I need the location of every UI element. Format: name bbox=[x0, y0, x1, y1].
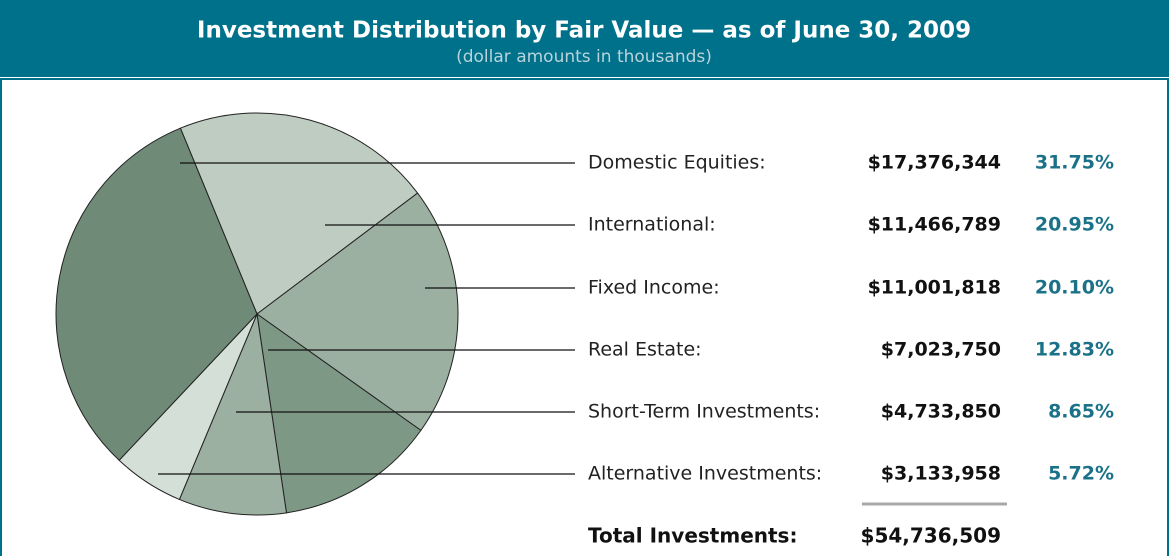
total-amount: $54,736,509 bbox=[861, 524, 1001, 548]
legend-label: Fixed Income: bbox=[588, 277, 720, 299]
pie-slice bbox=[55, 127, 258, 461]
percent-label: 20.95% bbox=[1035, 214, 1114, 236]
legend-label: Domestic Equities: bbox=[588, 152, 766, 174]
legend-label: Alternative Investments: bbox=[588, 463, 822, 485]
pie-slice bbox=[178, 312, 288, 516]
pie-slice bbox=[256, 192, 459, 432]
legend-label: International: bbox=[588, 214, 716, 236]
amount: $7,023,750 bbox=[881, 339, 1001, 361]
amount: $4,733,850 bbox=[881, 401, 1001, 423]
percent-label: 31.75% bbox=[1035, 152, 1114, 174]
header-band bbox=[0, 0, 1169, 77]
total-label: Total Investments: bbox=[588, 524, 797, 548]
amount: $11,466,789 bbox=[868, 214, 1001, 236]
frame-left bbox=[0, 80, 2, 556]
amount: $11,001,818 bbox=[868, 277, 1001, 299]
chart-title: Investment Distribution by Fair Value — … bbox=[197, 18, 971, 44]
legend-label: Real Estate: bbox=[588, 339, 702, 361]
pie-slice bbox=[256, 312, 422, 514]
chart-subtitle: (dollar amounts in thousands) bbox=[456, 47, 712, 67]
amount: $3,133,958 bbox=[881, 463, 1001, 485]
percent-label: 12.83% bbox=[1035, 339, 1114, 361]
frame-right bbox=[1167, 80, 1169, 556]
amount: $17,376,344 bbox=[868, 152, 1001, 174]
percent-label: 5.72% bbox=[1048, 463, 1114, 485]
percent-label: 8.65% bbox=[1048, 401, 1114, 423]
legend-label: Short-Term Investments: bbox=[588, 401, 820, 423]
percent-label: 20.10% bbox=[1035, 277, 1114, 299]
